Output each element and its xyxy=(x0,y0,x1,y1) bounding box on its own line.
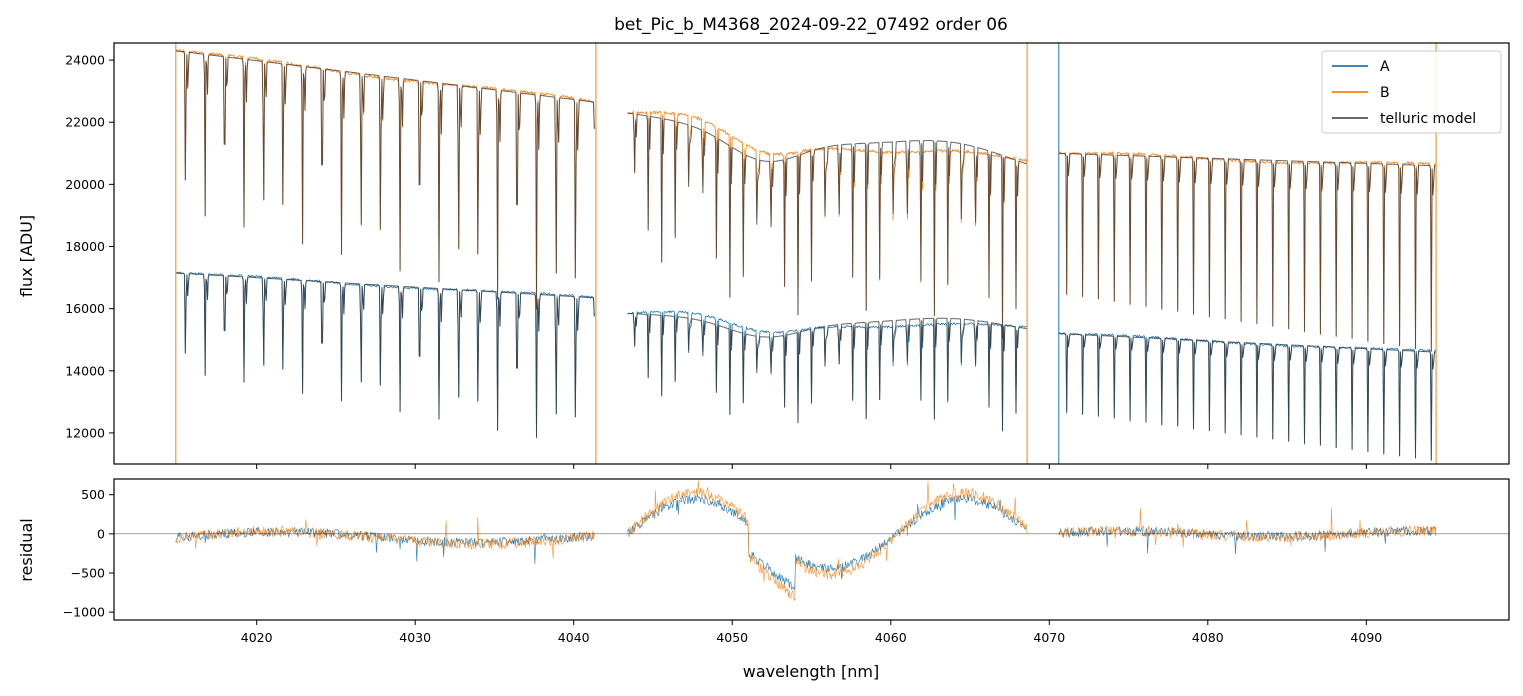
residual-a-line xyxy=(627,493,1028,591)
legend-label-telluric-model: telluric model xyxy=(1380,111,1476,127)
x-tick-label: 4020 xyxy=(241,630,273,645)
telluric-model-line-b xyxy=(1058,152,1437,352)
telluric-model-line-b xyxy=(175,50,595,310)
flux-x-ticks xyxy=(256,464,1367,469)
residual-b-line xyxy=(627,480,1028,601)
residual-b-line xyxy=(1058,507,1437,548)
telluric-model-line-a xyxy=(627,312,1028,432)
telluric-model-line-b xyxy=(627,112,1028,340)
chart-title: bet_Pic_b_M4368_2024-09-22_07492 order 0… xyxy=(614,15,1008,35)
y-tick-label: 16000 xyxy=(65,301,105,316)
residual-y-label: residual xyxy=(17,518,36,581)
y-tick-label: 24000 xyxy=(65,53,105,68)
y-tick-label: 500 xyxy=(81,487,105,502)
legend-box xyxy=(1321,50,1502,134)
x-tick-label: 4050 xyxy=(716,630,748,645)
x-tick-label: 4060 xyxy=(875,630,907,645)
legend-label-b: B xyxy=(1380,85,1390,101)
x-axis-label: wavelength [nm] xyxy=(743,662,880,681)
residual-plot-area xyxy=(114,480,1509,601)
y-tick-label: 0 xyxy=(97,526,105,541)
flux-plot-area xyxy=(175,43,1437,464)
y-tick-label: 20000 xyxy=(65,177,105,192)
x-tick-label: 4040 xyxy=(558,630,590,645)
residual-a-line xyxy=(175,526,595,564)
x-tick-label: 4080 xyxy=(1192,630,1224,645)
residual-axes-frame xyxy=(113,478,1510,621)
flux-y-label: flux [ADU] xyxy=(17,215,36,297)
telluric-model-line-a xyxy=(1058,333,1437,461)
y-tick-label: 14000 xyxy=(65,363,105,378)
x-tick-label: 4070 xyxy=(1033,630,1065,645)
series-a-line xyxy=(175,271,595,438)
residual-b-line xyxy=(175,517,595,559)
flux-axes-frame xyxy=(113,42,1510,465)
y-tick-label: 18000 xyxy=(65,239,105,254)
flux-panel: 12000 14000 16000 18000 20000 22000 24000 flux… xyxy=(17,42,1510,469)
legend: A B telluric model xyxy=(1321,50,1502,134)
telluric-model-line-a xyxy=(175,272,595,439)
y-tick-label: 12000 xyxy=(65,425,105,440)
x-tick-label: 4090 xyxy=(1350,630,1382,645)
y-tick-label: −500 xyxy=(71,566,105,581)
flux-y-ticks: 12000 14000 16000 18000 20000 22000 24000 xyxy=(65,53,114,440)
series-a-line xyxy=(1058,332,1437,461)
x-tick-label: 4030 xyxy=(399,630,431,645)
residual-y-ticks: −1000 −500 0 500 xyxy=(63,487,114,620)
y-tick-label: 22000 xyxy=(65,115,105,130)
legend-label-a: A xyxy=(1380,59,1390,75)
series-b-line xyxy=(175,48,595,309)
y-tick-label: −1000 xyxy=(63,605,105,620)
residual-x-ticks: 4020 4030 4040 4050 4060 4070 4080 4090 xyxy=(241,620,1382,645)
